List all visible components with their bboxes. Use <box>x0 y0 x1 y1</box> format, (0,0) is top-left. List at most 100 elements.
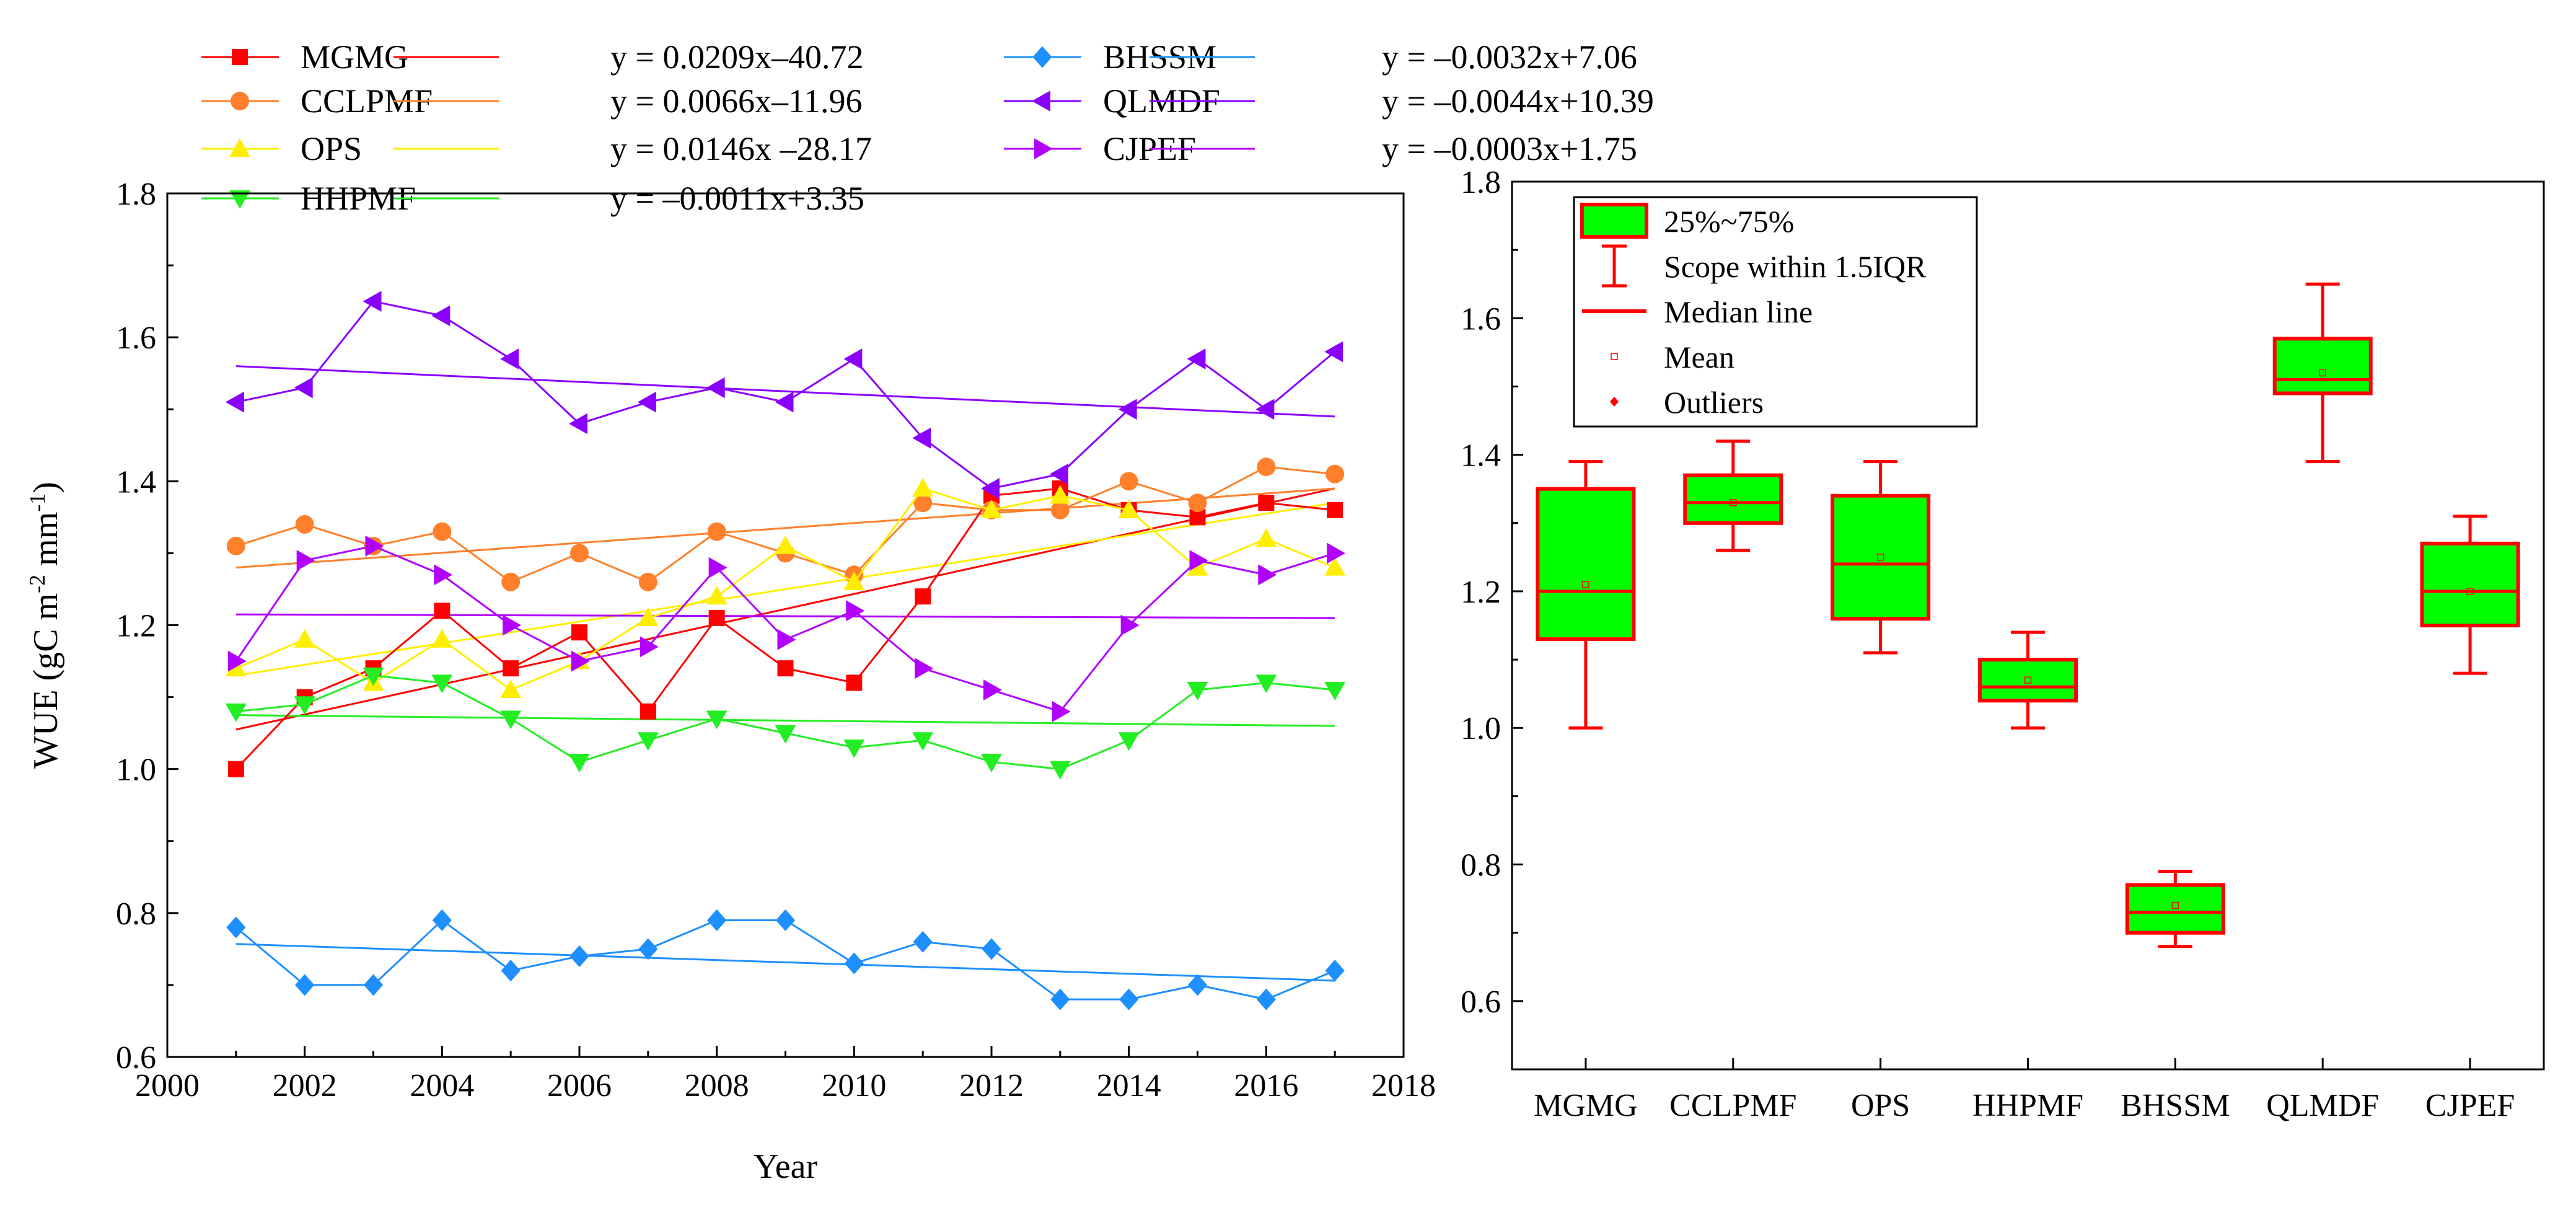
y-tick-label: 0.8 <box>116 896 156 932</box>
y-tick-label: 0.6 <box>116 1040 156 1076</box>
data-point <box>777 629 796 650</box>
box-qlmdf <box>2272 282 2373 464</box>
data-point <box>777 660 794 677</box>
box-cclpmf <box>1683 440 1783 552</box>
data-point <box>1049 761 1071 780</box>
box-y-tick-label: 1.8 <box>1461 165 1501 200</box>
mean-marker <box>2319 369 2326 377</box>
legend-marker-hhpmf <box>229 190 250 209</box>
box-legend: 25%~75% Scope within 1.5IQR Median line Mea… <box>1573 196 1978 428</box>
series-line-cjpef <box>235 545 1335 713</box>
box-iqr <box>1978 658 2078 703</box>
box-y-tick-label: 1.6 <box>1461 301 1501 337</box>
data-point <box>434 564 453 586</box>
data-point <box>503 614 522 636</box>
data-point <box>1050 988 1070 1010</box>
data-point <box>983 679 1002 701</box>
data-point <box>571 624 587 641</box>
data-point <box>227 650 247 672</box>
legend-marker-ops <box>229 138 250 157</box>
legend-marker-qlmdf <box>1032 91 1050 112</box>
data-point <box>294 629 315 648</box>
data-point <box>707 909 727 931</box>
legend-label-ops: OPS <box>301 130 362 167</box>
legend-marker-mgmg <box>232 49 248 65</box>
y-tick-label: 1.6 <box>116 320 156 356</box>
data-point <box>1324 681 1346 701</box>
legend-fit-label-bhssm: y = –0.0032x+7.06 <box>1382 38 1637 76</box>
data-point <box>912 427 931 449</box>
legend-fit-label-cclpmf: y = 0.0066x–11.96 <box>610 82 862 120</box>
data-point <box>431 629 453 648</box>
data-point <box>500 710 522 730</box>
y-axis: 0.6 0.8 1.0 1.2 1.4 1.6 1.8 <box>116 177 178 1076</box>
y-axis-label: WUE (gC m-2 mm-1) <box>25 482 65 769</box>
box-cjpef <box>2420 515 2520 675</box>
data-point <box>844 952 864 975</box>
box-iqr <box>1536 487 1636 642</box>
data-point <box>982 938 1001 960</box>
box-x-tick-label: CJPEF <box>2425 1088 2515 1123</box>
data-point <box>637 391 656 413</box>
legend-iqr-swatch <box>1580 203 1648 239</box>
data-point <box>431 674 453 694</box>
data-point <box>912 478 934 497</box>
legend-marker-cjpef <box>1034 138 1053 159</box>
data-point <box>1325 464 1345 484</box>
data-point <box>501 572 521 591</box>
data-point <box>1120 614 1140 636</box>
data-point <box>294 377 313 399</box>
series-qlmdf <box>225 291 1343 499</box>
box-x-tick-label: MGMG <box>1534 1088 1638 1123</box>
data-point <box>981 499 1002 518</box>
y-axis-label-superscript: -2 <box>25 575 50 593</box>
data-point <box>1258 495 1275 511</box>
data-point <box>1118 399 1137 420</box>
box-iqr <box>2420 541 2520 627</box>
data-point <box>1258 564 1277 586</box>
series-line-hhpmf <box>235 674 1335 771</box>
data-point <box>1187 557 1208 576</box>
data-point <box>1187 974 1208 996</box>
legend-outlier-swatch <box>1610 397 1619 407</box>
y-axis-label-part: WUE (gC m <box>27 593 65 769</box>
data-point <box>433 522 452 541</box>
trend-line-ops <box>235 502 1335 677</box>
data-point <box>981 478 1000 499</box>
data-point <box>296 550 315 571</box>
box-legend-label: Median line <box>1664 294 1813 329</box>
trend-line-cclpmf <box>235 487 1335 569</box>
data-point <box>1325 960 1345 982</box>
box-x-tick-label: CCLPMF <box>1669 1088 1796 1123</box>
data-point <box>569 413 587 435</box>
trend-line-bhssm <box>235 943 1335 982</box>
x-tick-label: 2018 <box>1371 1068 1436 1103</box>
data-point <box>501 960 521 982</box>
data-point <box>226 916 246 939</box>
data-point <box>500 679 522 698</box>
data-point <box>1189 509 1206 526</box>
data-point <box>640 636 659 658</box>
data-point <box>1324 341 1343 363</box>
trend-line-cjpef <box>235 613 1335 619</box>
data-point <box>294 696 315 715</box>
data-point <box>706 377 725 399</box>
data-point <box>295 974 315 996</box>
legend-fit-label-qlmdf: y = –0.0044x+10.39 <box>1382 82 1654 120</box>
box-x-tick-label: HHPMF <box>1972 1088 2083 1123</box>
data-point <box>1256 988 1276 1010</box>
box-x-axis: MGMG CCLPMF OPS HHPMF BHSSM QLMDF CJPEF <box>1534 1058 2515 1123</box>
box-y-tick-label: 0.8 <box>1461 848 1501 883</box>
trend-lines <box>235 365 1335 982</box>
data-point <box>225 391 244 413</box>
data-point <box>708 557 728 578</box>
box-legend-label: 25%~75% <box>1664 204 1794 239</box>
box-y-tick-label: 0.6 <box>1461 984 1501 1020</box>
box-ops <box>1831 460 1931 655</box>
data-point <box>915 658 934 679</box>
data-point <box>638 938 658 960</box>
data-series <box>225 291 1346 1010</box>
y-axis-label-part: mm <box>27 512 65 575</box>
box-y-tick-label: 1.4 <box>1461 438 1501 474</box>
legend-fit-label-ops: y = 0.0146x –28.17 <box>610 130 872 167</box>
